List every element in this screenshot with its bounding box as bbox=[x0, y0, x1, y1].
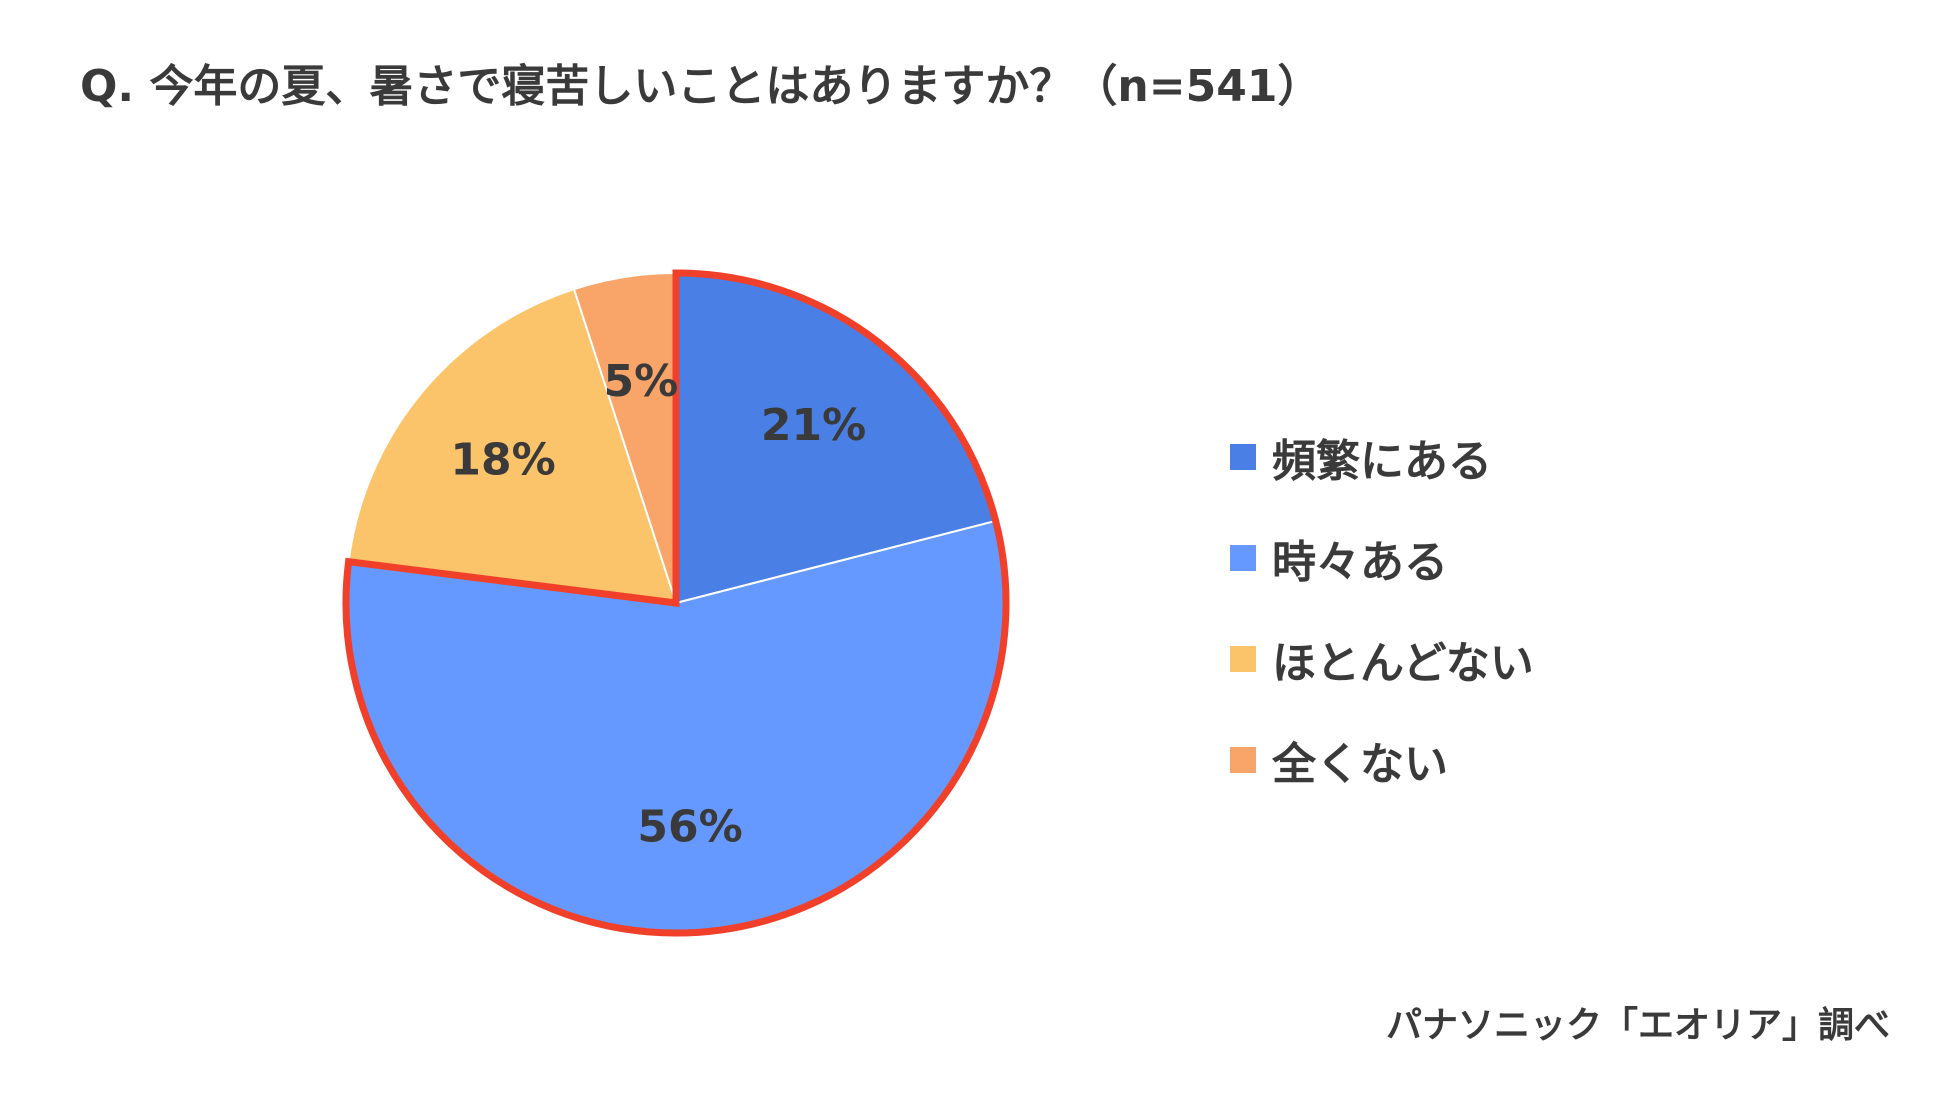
legend-swatch bbox=[1230, 544, 1256, 571]
legend-swatch bbox=[1230, 746, 1256, 773]
chart-title: Q. 今年の夏、暑さで寝苦しいことはありますか？（n=541） bbox=[80, 61, 1322, 112]
slice-data-label: 56% bbox=[637, 801, 742, 852]
legend-swatch bbox=[1230, 443, 1256, 470]
legend-item: ほとんどない bbox=[1230, 608, 1534, 709]
legend-item: 頻繁にある bbox=[1230, 406, 1534, 507]
legend-item: 時々ある bbox=[1230, 507, 1534, 608]
legend-item: 全くない bbox=[1230, 709, 1534, 810]
legend-label: 頻繁にある bbox=[1272, 435, 1492, 487]
legend-label: 時々ある bbox=[1272, 536, 1448, 588]
highlight-outline bbox=[342, 269, 1010, 937]
legend: 頻繁にある 時々ある ほとんどない 全くない bbox=[1230, 406, 1534, 810]
slice-data-label: 18% bbox=[450, 434, 555, 485]
source-credit: パナソニック「エオリア」調べ bbox=[1385, 1005, 1890, 1046]
legend-swatch bbox=[1230, 645, 1256, 672]
legend-label: 全くない bbox=[1272, 738, 1448, 790]
slice-data-label: 21% bbox=[761, 400, 866, 451]
pie-slice bbox=[347, 287, 678, 605]
slice-data-label: 5% bbox=[604, 356, 679, 407]
legend-label: ほとんどない bbox=[1272, 637, 1534, 689]
